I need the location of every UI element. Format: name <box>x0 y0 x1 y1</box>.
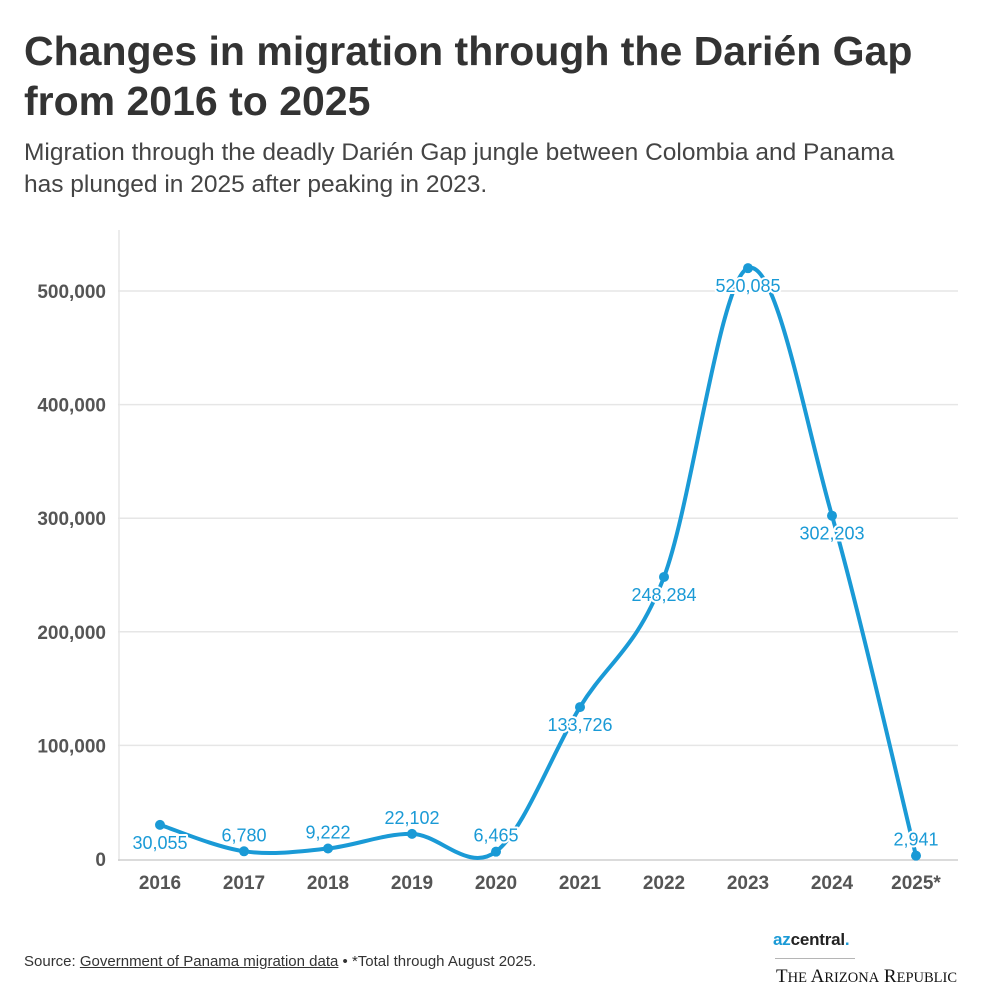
x-tick-label: 2020 <box>475 873 517 894</box>
line-chart: 0 100,000 200,000 300,000 400,000 500,000 2016… <box>37 230 958 894</box>
republic-he: HE <box>787 970 807 986</box>
series-line <box>158 266 918 860</box>
y-tick-label: 100,000 <box>37 736 106 757</box>
x-tick-label: 2021 <box>559 873 602 894</box>
republic-a: A <box>810 966 825 987</box>
data-point <box>575 702 585 713</box>
data-point <box>155 819 165 830</box>
chart-subtitle: Migration through the deadly Darién Gap … <box>24 139 895 198</box>
republic-rizona: RIZONA <box>824 970 880 986</box>
azcentral-logo[interactable]: azcentral. <box>773 930 850 950</box>
data-label: 30,055 <box>132 833 187 853</box>
y-tick-label: 400,000 <box>37 396 106 417</box>
data-label: 9,222 <box>305 823 350 843</box>
data-label: 6,780 <box>221 825 266 845</box>
x-tick-label: 2025* <box>891 873 941 894</box>
data-label: 22,102 <box>384 808 439 828</box>
azcentral-logo-central: central <box>790 930 846 949</box>
data-label: 520,085 <box>715 276 780 296</box>
source-note: Source: Government of Panama migration d… <box>24 953 536 970</box>
y-tick-label: 500,000 <box>37 282 106 303</box>
republic-t: T <box>776 966 788 987</box>
source-suffix: • *Total through August 2025. <box>338 953 537 970</box>
chart-title: Changes in migration through the Darién … <box>24 28 913 124</box>
azcentral-logo-dot: . <box>844 930 850 949</box>
x-tick-label: 2024 <box>811 873 854 894</box>
arizona-republic-logo[interactable]: THE ARIZONA REPUBLIC <box>776 966 957 988</box>
data-point <box>659 571 669 582</box>
data-point <box>743 263 753 274</box>
y-tick-label: 300,000 <box>37 509 106 530</box>
data-label: 133,726 <box>547 715 612 735</box>
brand-divider <box>775 958 855 959</box>
x-tick-label: 2018 <box>307 873 349 894</box>
x-tick-label: 2019 <box>391 873 433 894</box>
data-point <box>911 850 921 861</box>
republic-epublic: EPUBLIC <box>896 970 958 986</box>
azcentral-logo-az: az <box>773 930 791 949</box>
data-point <box>407 828 417 839</box>
data-label: 6,465 <box>473 826 518 846</box>
x-tick-label: 2023 <box>727 873 769 894</box>
data-point <box>827 510 837 521</box>
y-tick-label: 0 <box>95 850 106 871</box>
data-label: 302,203 <box>799 524 864 544</box>
data-point <box>323 843 333 854</box>
data-label: 248,284 <box>631 585 696 605</box>
x-tick-label: 2017 <box>223 873 265 894</box>
republic-r: R <box>883 966 897 987</box>
source-prefix: Source: <box>24 953 80 970</box>
data-point <box>491 846 501 857</box>
data-label: 2,941 <box>893 830 938 850</box>
y-tick-label: 200,000 <box>37 623 106 644</box>
x-tick-label: 2016 <box>139 873 181 894</box>
source-link[interactable]: Government of Panama migration data <box>79 953 339 970</box>
x-tick-label: 2022 <box>643 873 685 894</box>
data-point <box>239 846 249 857</box>
